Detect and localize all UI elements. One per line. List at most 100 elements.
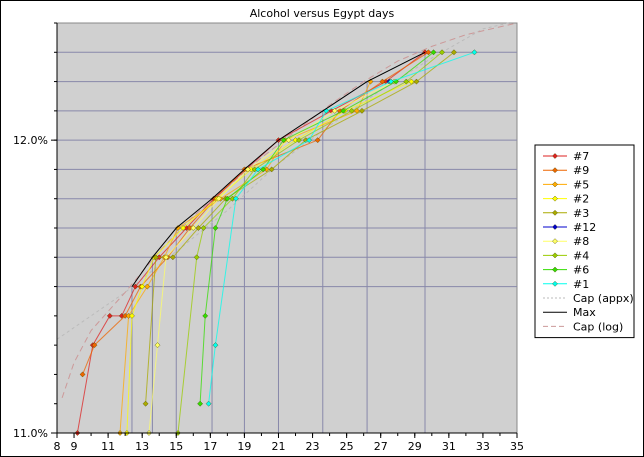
- series-point: [471, 49, 478, 56]
- series-point: [132, 283, 139, 290]
- series-point: [285, 137, 292, 144]
- series-point: [255, 166, 261, 173]
- x-tick-label: 11: [101, 440, 115, 453]
- legend-entry: #6: [543, 264, 589, 277]
- legend-entry: #4: [543, 249, 589, 262]
- series-point: [195, 225, 202, 231]
- legend-label: #8: [573, 235, 589, 248]
- series-point: [413, 78, 420, 85]
- x-tick-label: 23: [306, 440, 320, 453]
- legend-label: #7: [573, 150, 589, 163]
- legend-swatch-marker: [552, 266, 558, 273]
- series-point: [314, 137, 321, 144]
- legend-entry: #1: [543, 278, 589, 291]
- legend-swatch-marker: [552, 238, 558, 245]
- series-point: [331, 107, 338, 114]
- legend-label: #9: [573, 164, 589, 177]
- legend-label: Cap (appx): [573, 292, 634, 305]
- series-point: [200, 225, 207, 231]
- series-point: [388, 78, 394, 85]
- legend-entry: #2: [543, 193, 589, 206]
- series-point: [233, 195, 239, 202]
- legend-swatch-marker: [552, 167, 558, 174]
- y-tick-label: 12.0%: [13, 134, 48, 147]
- x-tick-label: 35: [510, 440, 524, 453]
- series-point: [91, 342, 98, 349]
- series-point: [348, 107, 355, 114]
- series-point: [403, 78, 410, 85]
- series-point: [202, 312, 209, 319]
- x-tick-label: 21: [271, 440, 285, 453]
- series-point: [430, 49, 437, 56]
- cap-log-line: [61, 22, 518, 399]
- series-point: [268, 166, 275, 173]
- series-n8: [146, 78, 398, 436]
- series-point: [142, 400, 149, 407]
- legend-swatch-marker: [552, 252, 558, 259]
- axes: 8 9 11 13 15 17 19 21 23 25 27 29 31 33 35 11.0% 12.0%: [13, 22, 524, 453]
- series-point: [379, 78, 386, 85]
- series-point: [154, 342, 161, 349]
- x-tick-label: 8: [54, 440, 61, 453]
- series-point: [212, 342, 219, 349]
- legend-label: #2: [573, 193, 589, 206]
- series-point: [205, 400, 212, 407]
- legend-entry: Max: [543, 306, 596, 319]
- legend-swatch-marker: [552, 224, 558, 230]
- x-tick-label: 27: [374, 440, 388, 453]
- x-tick-label: 13: [135, 440, 149, 453]
- series-line: [82, 51, 429, 375]
- series-point: [296, 137, 302, 144]
- legend-label: #1: [573, 278, 589, 291]
- cap-appx-line: [56, 22, 509, 340]
- x-tick-label: 33: [476, 440, 490, 453]
- series-point: [152, 254, 159, 261]
- series-point: [340, 107, 347, 114]
- series-point: [190, 225, 197, 231]
- x-tick-label: 31: [442, 440, 456, 453]
- series-line: [208, 51, 475, 404]
- legend-label: Max: [573, 306, 596, 319]
- series-n6: [197, 49, 437, 407]
- legend-swatch-marker: [552, 280, 558, 287]
- max-line-layer: [131, 51, 426, 287]
- x-tick-label: 15: [169, 440, 183, 453]
- series-line: [126, 81, 412, 434]
- legend-label: #4: [573, 249, 589, 262]
- legend-entry: #5: [543, 178, 589, 191]
- x-tick-label: 17: [203, 440, 217, 453]
- series-point: [163, 254, 169, 261]
- legend-label: #12: [573, 221, 596, 234]
- max-line: [131, 51, 426, 287]
- series-point: [215, 195, 222, 202]
- x-tick-label: 25: [340, 440, 354, 453]
- series-layer: [74, 49, 478, 436]
- legend-swatch-marker: [552, 209, 558, 216]
- x-tick-label: 29: [408, 440, 422, 453]
- series-point: [144, 283, 151, 290]
- series-point: [260, 166, 267, 173]
- series-point: [306, 137, 313, 144]
- series-point: [280, 137, 287, 144]
- legend-label: #3: [573, 207, 589, 220]
- series-point: [169, 254, 176, 261]
- series-point: [175, 225, 181, 231]
- series-point: [451, 49, 457, 56]
- legend-entry: #7: [543, 150, 589, 163]
- series-point: [129, 312, 135, 319]
- legend-entry: Cap (appx): [543, 292, 634, 305]
- series-n1: [205, 49, 478, 407]
- series-point: [197, 400, 203, 407]
- series-point: [193, 254, 200, 261]
- series-point: [224, 195, 231, 202]
- legend-label: #5: [573, 178, 589, 191]
- series-point: [212, 225, 219, 231]
- legend-swatch-marker: [552, 195, 558, 202]
- series-point: [425, 49, 432, 56]
- legend-label: #6: [573, 264, 589, 277]
- legend-swatch-marker: [552, 181, 558, 188]
- legend-swatch-marker: [552, 153, 558, 159]
